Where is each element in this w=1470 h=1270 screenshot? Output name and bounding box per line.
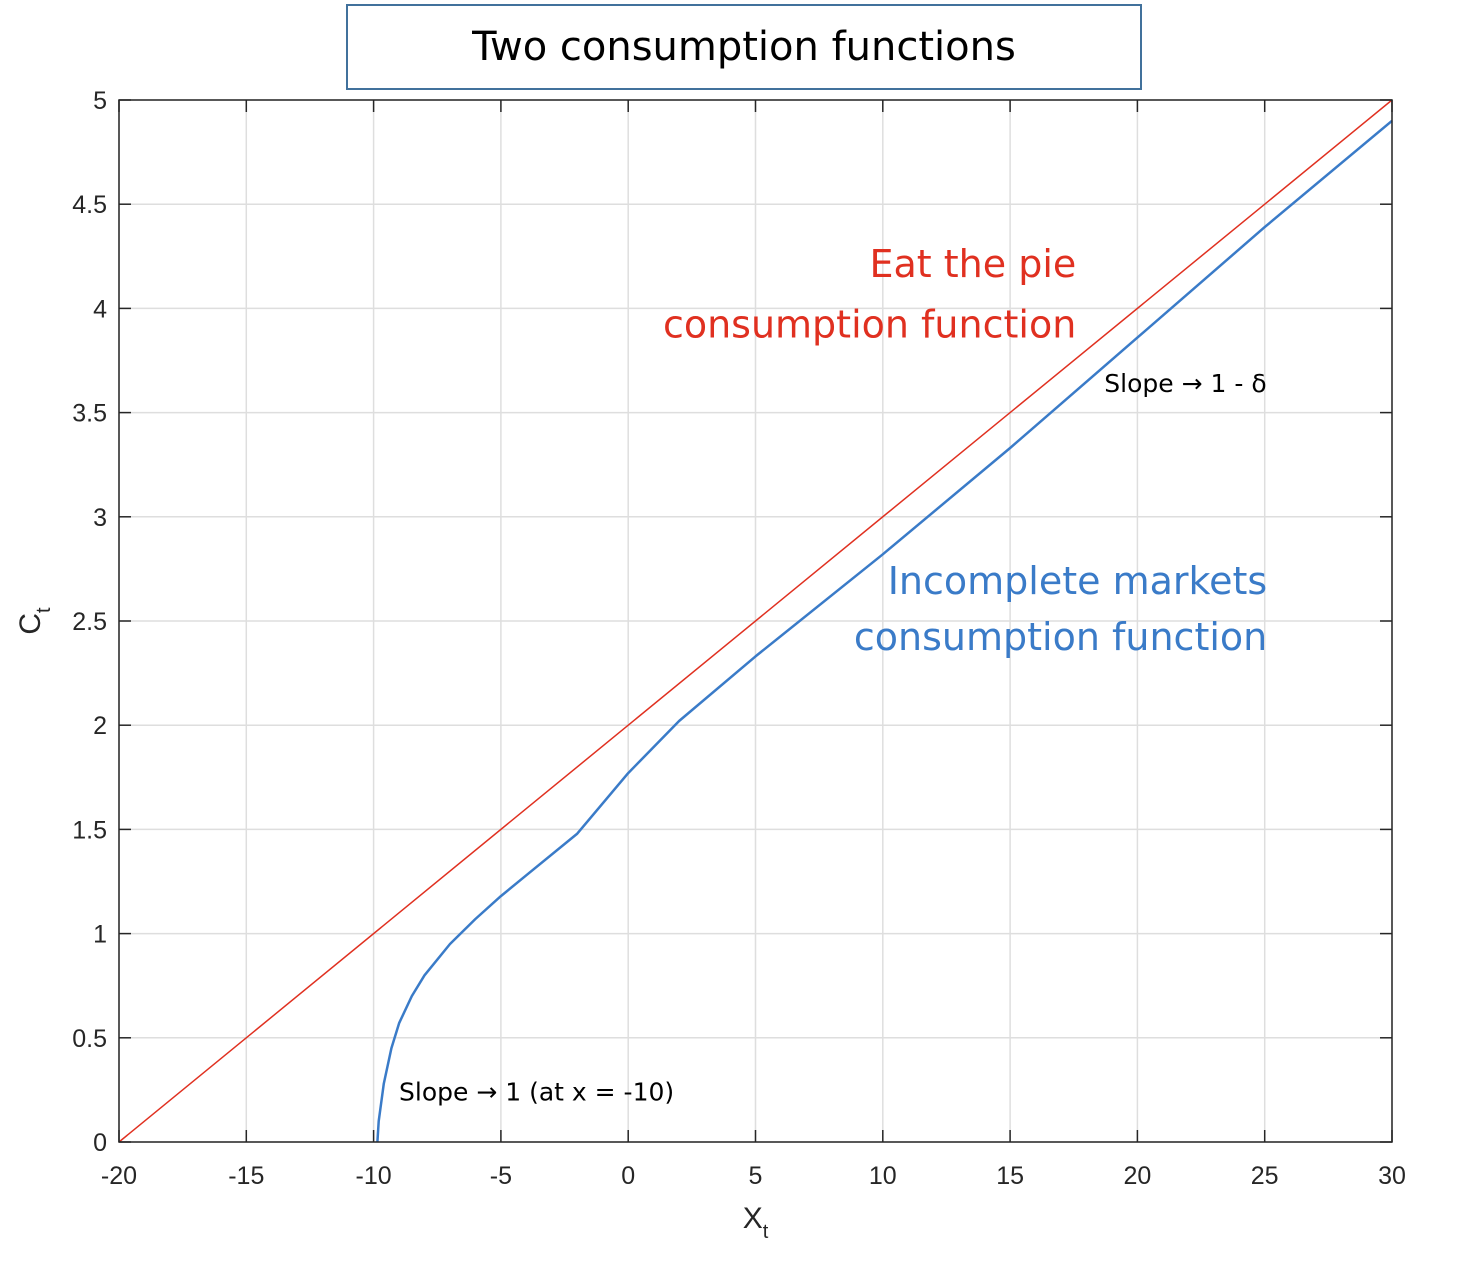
x-tick-label-4: 0 (621, 1162, 635, 1190)
y-tick-label-6: 3 (93, 504, 107, 532)
y-tick-label-0: 0 (93, 1129, 107, 1157)
x-tick-label-3: -5 (490, 1162, 512, 1190)
x-tick-label-1: -15 (228, 1162, 264, 1190)
series-lines (118, 99, 1393, 1143)
annotation-eat_pie_2: consumption function (663, 303, 1076, 347)
x-tick-labels: -20 -15 -10 -5 0 5 10 15 20 25 30 (101, 1162, 1406, 1190)
y-axis-label: Ct (14, 607, 55, 635)
series-line-1 (376, 119, 1393, 1143)
y-tick-label-8: 4 (93, 295, 107, 323)
annotation-incomplete_1: Incomplete markets (888, 559, 1268, 603)
y-tick-label-9: 4.5 (72, 191, 107, 219)
y-tick-label-5: 2.5 (72, 608, 107, 636)
x-tick-label-6: 10 (869, 1162, 897, 1190)
series-line-0 (118, 99, 1393, 1143)
y-tick-label-10: 5 (93, 87, 107, 115)
x-tick-label-10: 30 (1378, 1162, 1406, 1190)
x-tick-label-8: 20 (1123, 1162, 1151, 1190)
x-axis-label: Xt (743, 1202, 769, 1243)
x-tick-label-5: 5 (749, 1162, 763, 1190)
x-tick-label-2: -10 (356, 1162, 392, 1190)
annotation-slope_top: Slope → 1 - δ (1104, 369, 1266, 398)
x-tick-label-7: 15 (996, 1162, 1024, 1190)
x-tick-label-0: -20 (101, 1162, 137, 1190)
annotation-eat_pie_1: Eat the pie (870, 242, 1077, 286)
y-tick-label-1: 0.5 (72, 1025, 107, 1053)
x-tick-label-9: 25 (1251, 1162, 1279, 1190)
annotation-incomplete_2: consumption function (854, 615, 1267, 659)
y-tick-label-2: 1 (93, 921, 107, 949)
chart-title: Two consumption functions (346, 4, 1142, 90)
y-tick-label-4: 2 (93, 712, 107, 740)
annotations: Eat the pie consumption function Incomplet… (399, 242, 1267, 1106)
tick-marks (118, 99, 1393, 1143)
y-tick-labels: 0 0.5 1 1.5 2 2.5 3 3.5 4 4.5 5 (72, 87, 107, 1157)
y-tick-label-3: 1.5 (72, 816, 107, 844)
annotation-slope_bottom: Slope → 1 (at x = -10) (399, 1077, 674, 1106)
y-tick-label-7: 3.5 (72, 400, 107, 428)
